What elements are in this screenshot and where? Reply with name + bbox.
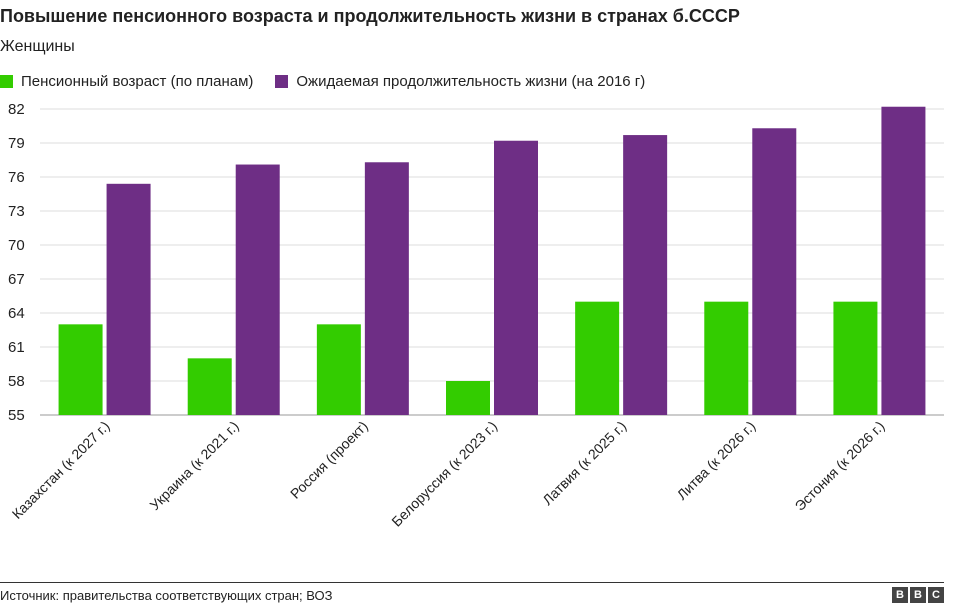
legend-label-life-expectancy: Ожидаемая продолжительность жизни (на 20… [296,73,646,90]
x-tick-label: Россия (проект) [287,418,371,502]
bar-life-expectancy [752,128,797,415]
bar-chart: 55 58 61 64 67 70 73 76 79 82 Казахстан (к 2027 г.… [8,101,944,530]
bbc-logo-letter: B [892,587,908,603]
y-tick-label: 64 [8,305,25,322]
bar-life-expectancy [106,183,151,415]
footer-divider [0,582,944,583]
x-tick-label: Литва (к 2026 г.) [674,418,759,503]
bbc-logo-letter: B [910,587,926,603]
y-tick-label: 70 [8,237,25,254]
bbc-logo: B B C [892,587,944,603]
legend-swatch-retirement-age [0,75,13,88]
chart-subtitle: Женщины [0,38,75,55]
x-tick-label: Эстония (к 2026 г.) [792,418,888,514]
bbc-logo-letter: C [928,587,944,603]
x-tick-label: Казахстан (к 2027 г.) [9,418,113,522]
bar-life-expectancy [881,106,926,415]
x-tick-label: Латвия (к 2025 г.) [539,418,629,508]
bar-retirement-age [575,301,620,415]
chart-title: Повышение пенсионного возраста и продолж… [0,6,740,26]
y-tick-label: 61 [8,339,25,356]
x-tick-label: Украина (к 2021 г.) [146,418,241,513]
legend-item-life-expectancy: Ожидаемая продолжительность жизни (на 20… [275,73,645,90]
y-tick-label: 73 [8,203,25,220]
bar-retirement-age [833,301,878,415]
legend-swatch-life-expectancy [275,75,289,88]
bar-retirement-age [446,381,490,415]
bar-retirement-age [316,324,361,415]
legend-item-retirement-age: Пенсионный возраст (по планам) [0,73,253,90]
bar-life-expectancy [235,164,280,415]
source-note: Источник: правительства соответствующих … [0,588,333,603]
bar-life-expectancy [623,135,668,416]
legend-label-retirement-age: Пенсионный возраст (по планам) [21,73,254,90]
bar-retirement-age [187,358,232,415]
y-tick-label: 76 [8,169,25,186]
legend: Пенсионный возраст (по планам) Ожидаемая… [0,73,667,90]
y-tick-label: 82 [8,101,25,118]
bar-life-expectancy [364,162,409,415]
bar-retirement-age [704,301,749,415]
y-tick-label: 79 [8,135,25,152]
x-tick-label: Белоруссия (к 2023 г.) [388,418,500,530]
y-tick-label: 58 [8,373,25,390]
y-tick-label: 55 [8,407,25,424]
y-tick-label: 67 [8,271,25,288]
bar-retirement-age [58,324,103,415]
bar-life-expectancy [494,140,538,415]
